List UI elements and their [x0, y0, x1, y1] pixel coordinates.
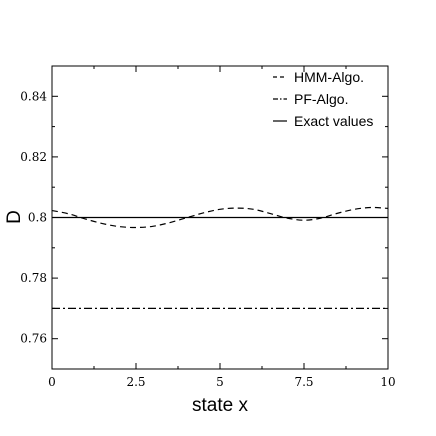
x-tick-label: 7.5 [294, 375, 313, 389]
y-tick-label: 0.8 [28, 211, 47, 225]
legend-label-1: HMM-Algo. [294, 69, 364, 85]
x-tick-label: 0 [48, 375, 56, 389]
series-group [51, 206, 389, 309]
legend-label-3: Exact values [294, 113, 373, 129]
y-tick-label: 0.78 [20, 271, 47, 285]
legend-label-2: PF-Algo. [294, 91, 348, 107]
legend: HMM-Algo. PF-Algo. Exact values [273, 69, 373, 129]
ticks: 0 2.5 5 7.5 10 0.76 0.78 0.8 0.82 0.84 [20, 66, 396, 389]
y-tick-label: 0.82 [20, 150, 47, 164]
series-line-1 [51, 206, 389, 229]
x-axis-title: state x [192, 395, 248, 416]
y-tick-label: 0.84 [20, 89, 47, 103]
y-axis-title: D [4, 210, 25, 224]
y-tick-label: 0.76 [20, 332, 47, 346]
x-tick-label: 10 [380, 375, 395, 389]
x-tick-label: 5 [216, 375, 224, 389]
x-tick-label: 2.5 [126, 375, 145, 389]
